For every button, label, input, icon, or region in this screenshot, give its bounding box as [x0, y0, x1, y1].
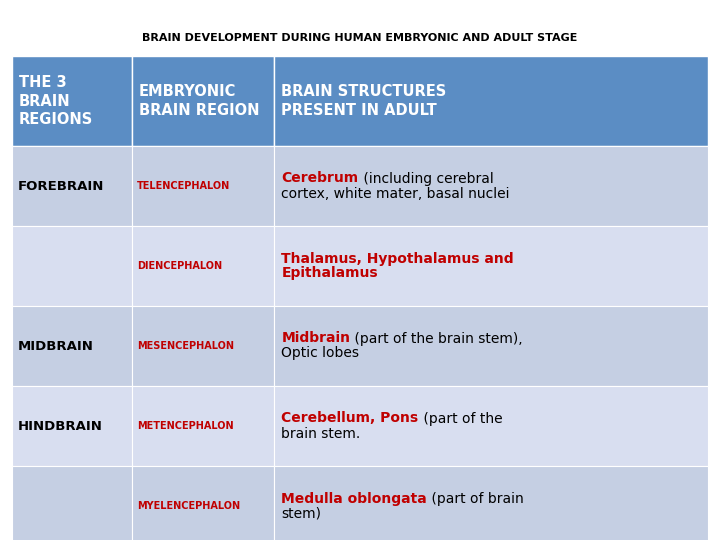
Text: stem): stem) [282, 507, 321, 521]
Text: BRAIN DEVELOPMENT DURING HUMAN EMBRYONIC AND ADULT STAGE: BRAIN DEVELOPMENT DURING HUMAN EMBRYONIC… [143, 33, 577, 43]
Text: BRAIN STRUCTURES
PRESENT IN ADULT: BRAIN STRUCTURES PRESENT IN ADULT [282, 84, 446, 118]
Text: (part of the brain stem),: (part of the brain stem), [351, 332, 523, 346]
Bar [12, 386, 132, 466]
Text: cortex, white mater, basal nuclei: cortex, white mater, basal nuclei [282, 186, 510, 200]
Text: Midbrain: Midbrain [282, 332, 351, 346]
Text: (including cerebral: (including cerebral [359, 172, 493, 186]
Text: Cerebellum, Pons: Cerebellum, Pons [282, 411, 418, 426]
Bar [12, 306, 132, 386]
Text: Cerebrum: Cerebrum [282, 172, 359, 186]
Bar [132, 466, 274, 540]
Text: METENCEPHALON: METENCEPHALON [137, 421, 233, 431]
Text: (part of brain: (part of brain [427, 491, 524, 505]
Text: FOREBRAIN: FOREBRAIN [18, 179, 104, 192]
Text: MESENCEPHALON: MESENCEPHALON [137, 341, 234, 351]
Text: MIDBRAIN: MIDBRAIN [18, 340, 94, 353]
Text: Optic lobes: Optic lobes [282, 347, 359, 361]
Bar [12, 466, 132, 540]
Bar [132, 56, 274, 146]
Text: brain stem.: brain stem. [282, 427, 361, 441]
Bar [274, 146, 708, 226]
Bar [274, 56, 708, 146]
Bar [12, 146, 132, 226]
Bar [12, 56, 132, 146]
Text: Medulla oblongata: Medulla oblongata [282, 491, 427, 505]
Text: Thalamus, Hypothalamus and: Thalamus, Hypothalamus and [282, 252, 514, 266]
Text: HINDBRAIN: HINDBRAIN [18, 420, 103, 433]
Text: DIENCEPHALON: DIENCEPHALON [137, 261, 222, 271]
Bar [132, 386, 274, 466]
Bar [274, 466, 708, 540]
Text: (part of the: (part of the [418, 411, 502, 426]
Bar [274, 306, 708, 386]
Bar [274, 226, 708, 306]
Bar [274, 386, 708, 466]
Text: TELENCEPHALON: TELENCEPHALON [137, 181, 230, 191]
Bar [12, 226, 132, 306]
Text: THE 3
BRAIN
REGIONS: THE 3 BRAIN REGIONS [19, 75, 94, 127]
Text: Epithalamus: Epithalamus [282, 267, 378, 280]
Bar [132, 146, 274, 226]
Bar [132, 306, 274, 386]
Bar [132, 226, 274, 306]
Text: MYELENCEPHALON: MYELENCEPHALON [137, 501, 240, 511]
Text: EMBRYONIC
BRAIN REGION: EMBRYONIC BRAIN REGION [139, 84, 259, 118]
